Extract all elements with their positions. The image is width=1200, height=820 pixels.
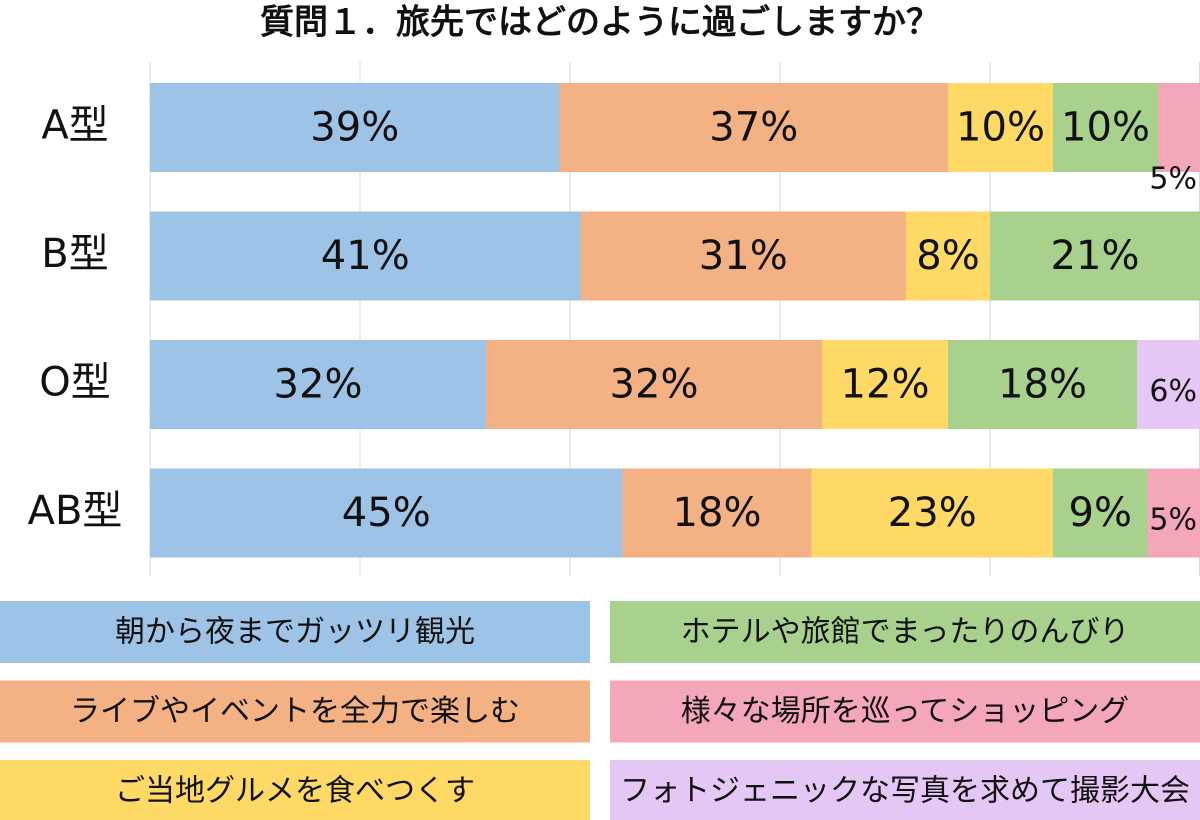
data-label: 6% <box>1149 374 1197 409</box>
bar-segment <box>622 468 812 558</box>
data-label: 37% <box>709 105 798 151</box>
data-label: 8% <box>916 233 979 279</box>
data-label: 23% <box>888 490 977 536</box>
bar-segment <box>906 211 990 301</box>
data-label: 12% <box>841 362 930 408</box>
bar-segment <box>1137 340 1200 429</box>
data-label: 45% <box>342 490 431 536</box>
legend-label: ご当地グルメを食べつくす <box>115 774 475 809</box>
data-label: 32% <box>274 362 363 408</box>
category-label: A型 <box>41 103 108 149</box>
data-label: 18% <box>673 490 762 536</box>
legend-label: 様々な場所を巡ってショッピング <box>681 694 1130 729</box>
bar-segment <box>580 211 906 301</box>
bar-segment <box>559 83 948 172</box>
data-label: 32% <box>610 362 699 408</box>
data-label: 5% <box>1149 503 1197 538</box>
bar-segment <box>1147 468 1200 558</box>
bar-segment <box>150 468 623 558</box>
data-label: 10% <box>956 105 1045 151</box>
bar-segment <box>150 340 486 429</box>
bar-segment <box>990 211 1200 301</box>
legend-swatch <box>610 680 1200 743</box>
category-label: AB型 <box>28 488 123 534</box>
bar-segment <box>948 340 1137 429</box>
bar-segment <box>486 340 822 429</box>
legend-swatch <box>0 601 590 663</box>
chart-title: 質問１．旅先ではどのように過ごしますか？ <box>260 3 940 43</box>
bar-segment <box>948 83 1053 172</box>
data-label: 31% <box>699 233 788 279</box>
bar-segment <box>150 83 560 172</box>
bar-segment <box>1158 83 1200 172</box>
data-label: 9% <box>1069 490 1132 536</box>
bar-segment <box>822 340 948 429</box>
legend-label: ライブやイベントを全力で楽しむ <box>70 694 520 729</box>
category-label: O型 <box>39 360 110 406</box>
category-label: B型 <box>41 231 108 277</box>
legend-label: ホテルや旅館でまったりのんびり <box>681 615 1130 650</box>
legend-label: 朝から夜までガッツリ観光 <box>115 615 475 650</box>
bar-segment <box>1053 83 1158 172</box>
legend-swatch <box>610 760 1200 820</box>
data-label: 21% <box>1051 233 1140 279</box>
legend-swatch <box>0 760 590 820</box>
data-label: 10% <box>1061 105 1150 151</box>
data-label: 18% <box>998 362 1087 408</box>
legend-swatch <box>610 601 1200 663</box>
data-label: 5% <box>1149 162 1197 197</box>
data-label: 39% <box>310 105 399 151</box>
bar-segment <box>150 211 581 301</box>
bar-segment <box>811 468 1053 558</box>
bar-segment <box>1053 468 1148 558</box>
legend-swatch <box>0 680 590 743</box>
data-label: 41% <box>321 233 410 279</box>
legend-label: フォトジェニックな写真を求めて撮影大会 <box>620 774 1190 809</box>
